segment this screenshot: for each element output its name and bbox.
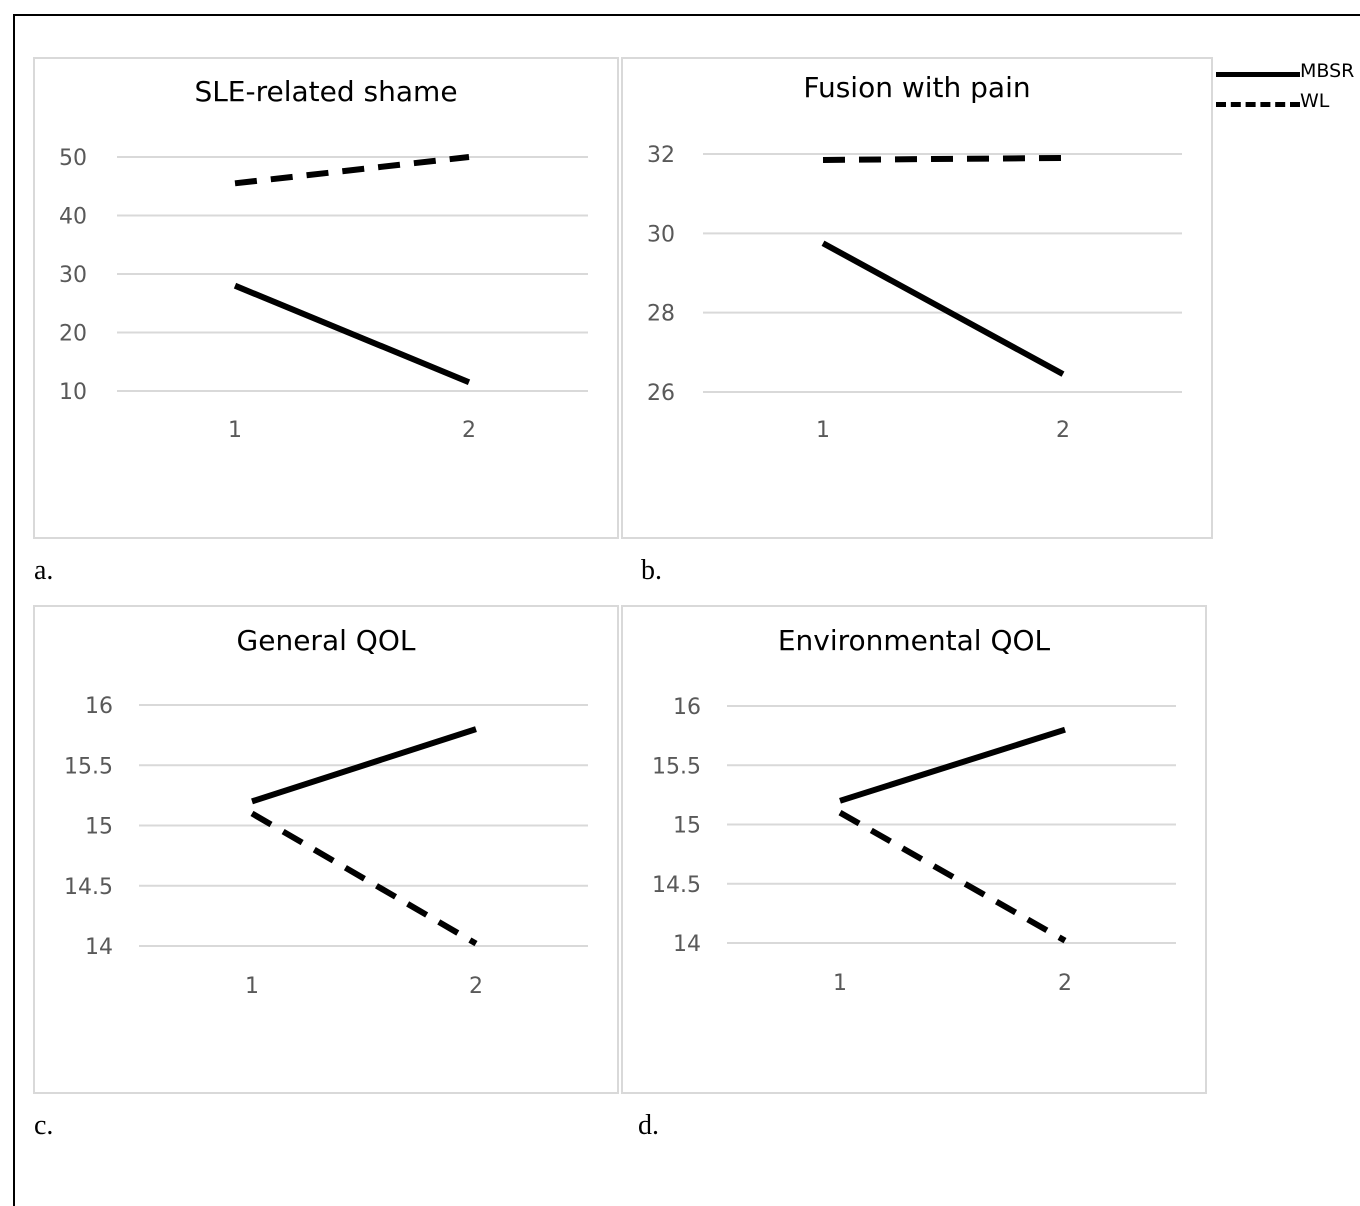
x-tick-label: 1: [228, 418, 242, 443]
x-tick-label: 2: [462, 418, 476, 443]
series-line-mbsr: [251, 726, 477, 805]
x-tick-label: 2: [1058, 971, 1072, 996]
series-line-mbsr: [839, 726, 1066, 804]
y-tick-label: 16: [673, 695, 701, 720]
chart-panel-d: Environmental QOL 14 14.5 15 15.5 16 1 2: [621, 605, 1207, 1094]
legend-swatch-solid: [1216, 72, 1300, 77]
y-tick-label: 14.5: [64, 875, 113, 900]
y-tick-label: 15: [673, 814, 701, 839]
y-tick-label: 15.5: [652, 754, 701, 779]
y-tick-label: 10: [59, 380, 87, 405]
chart-svg: General QOL 14 14.5 15 15.5 16 1 2: [64, 624, 588, 999]
chart-svg: Fusion with pain 26 28 30 32 1 2: [647, 71, 1182, 443]
legend-item-wl: WL: [1214, 90, 1360, 116]
legend-swatch-dashed: [1216, 102, 1300, 107]
y-tick-label: 20: [59, 322, 87, 347]
y-tick-label: 30: [59, 263, 87, 288]
figure-frame: [13, 14, 1360, 1206]
y-tick-label: 40: [59, 205, 87, 230]
chart-title: General QOL: [237, 624, 416, 657]
y-tick-label: 14: [673, 932, 701, 957]
x-tick-label: 2: [469, 974, 483, 999]
y-tick-label: 16: [85, 694, 113, 719]
series-line-wl: [234, 154, 470, 187]
y-tick-label: 30: [647, 222, 675, 247]
series-line-wl: [822, 154, 1064, 163]
legend-item-mbsr: MBSR: [1214, 60, 1360, 86]
legend: MBSR WL: [1214, 60, 1360, 120]
chart-svg: Environmental QOL 14 14.5 15 15.5 16 1 2: [652, 624, 1176, 996]
x-tick-label: 2: [1056, 418, 1070, 443]
y-tick-label: 28: [647, 302, 675, 327]
series-line-wl: [250, 810, 478, 947]
legend-label-mbsr: MBSR: [1300, 60, 1355, 82]
panel-letter-c: c.: [34, 1110, 54, 1141]
chart-title: Environmental QOL: [778, 624, 1051, 657]
x-tick-label: 1: [833, 971, 847, 996]
x-tick-label: 1: [816, 418, 830, 443]
chart-svg: SLE-related shame 10 20 30 40 50 1 2: [59, 75, 588, 443]
y-tick-label: 26: [647, 381, 675, 406]
series-line-mbsr: [821, 240, 1065, 377]
series-line-mbsr: [233, 282, 471, 385]
panel-letter-b: b.: [641, 555, 662, 586]
chart-panel-c: General QOL 14 14.5 15 15.5 16 1 2: [33, 605, 619, 1094]
y-tick-label: 32: [647, 143, 675, 168]
series-line-wl: [838, 810, 1067, 944]
panel-letter-d: d.: [638, 1110, 659, 1141]
y-tick-label: 14: [85, 935, 113, 960]
chart-panel-a: SLE-related shame 10 20 30 40 50 1 2: [33, 57, 619, 539]
y-tick-label: 14.5: [652, 873, 701, 898]
y-tick-label: 15: [85, 815, 113, 840]
chart-panel-b: Fusion with pain 26 28 30 32 1 2: [621, 57, 1213, 539]
x-tick-label: 1: [245, 974, 259, 999]
y-tick-label: 15.5: [64, 754, 113, 779]
chart-title: SLE-related shame: [194, 75, 457, 108]
panel-letter-a: a.: [34, 555, 54, 586]
y-tick-label: 50: [59, 146, 87, 171]
legend-label-wl: WL: [1300, 90, 1330, 112]
chart-title: Fusion with pain: [803, 71, 1030, 104]
